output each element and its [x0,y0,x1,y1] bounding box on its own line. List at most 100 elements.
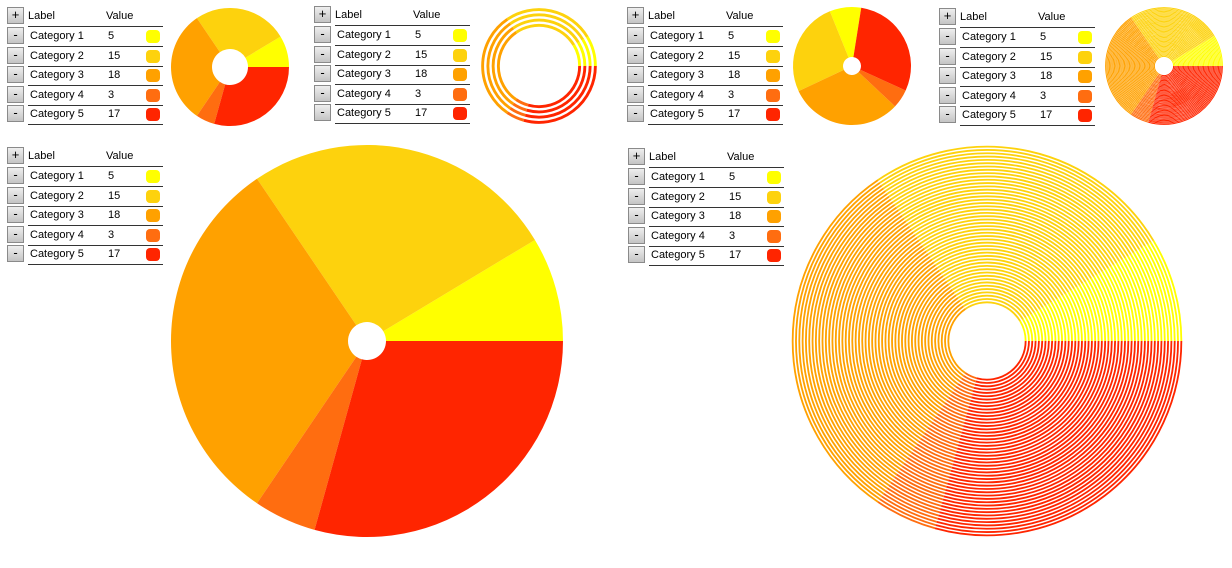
category-value[interactable]: 18 [728,69,741,81]
category-label[interactable]: Category 3 [650,69,704,81]
category-label[interactable]: Category 2 [337,48,391,61]
color-swatch[interactable] [453,107,467,120]
color-swatch[interactable] [453,29,467,42]
color-swatch[interactable] [767,249,781,262]
ring-slice[interactable] [1019,240,1183,342]
category-value[interactable]: 17 [108,248,121,260]
ring-slice[interactable] [934,340,1183,537]
color-swatch[interactable] [767,190,781,204]
remove-row-button[interactable]: - [314,104,331,121]
category-value[interactable]: 18 [108,209,121,221]
pie-slice[interactable] [257,145,535,332]
category-value[interactable]: 3 [415,87,422,100]
color-swatch[interactable] [767,210,781,223]
color-swatch[interactable] [453,68,467,81]
category-label[interactable]: Category 5 [651,249,705,261]
add-row-button[interactable]: + [7,147,24,164]
pie-slice[interactable] [314,341,563,537]
remove-row-button[interactable]: - [628,187,645,205]
category-value[interactable]: 3 [108,88,115,101]
remove-row-button[interactable]: - [939,28,956,45]
color-swatch[interactable] [146,209,160,222]
category-value[interactable]: 18 [415,68,428,80]
category-value[interactable]: 17 [729,249,742,261]
category-value[interactable]: 15 [108,189,121,202]
category-value[interactable]: 18 [108,69,121,81]
pie-slice[interactable] [798,69,896,125]
remove-row-button[interactable]: - [7,206,24,223]
pie-slice[interactable] [383,239,563,341]
category-value[interactable]: 17 [415,107,428,119]
ring-slice[interactable] [791,179,966,503]
category-label[interactable]: Category 1 [337,29,391,41]
ring-slice[interactable] [1105,17,1159,115]
remove-row-button[interactable]: - [7,167,24,184]
remove-row-button[interactable]: - [628,207,645,224]
category-value[interactable]: 5 [728,30,735,42]
category-value[interactable]: 18 [729,210,742,222]
pie-slice[interactable] [858,69,906,107]
category-value[interactable]: 15 [1040,50,1053,63]
ring-slice[interactable] [506,8,589,46]
remove-row-button[interactable]: - [939,86,956,104]
color-swatch[interactable] [146,170,160,183]
remove-row-button[interactable]: - [7,245,24,262]
category-label[interactable]: Category 4 [30,228,84,241]
category-label[interactable]: Category 2 [30,49,84,62]
category-value[interactable]: 3 [1040,89,1047,102]
category-value[interactable]: 15 [108,49,121,62]
category-label[interactable]: Category 1 [650,30,704,42]
category-value[interactable]: 15 [728,49,741,62]
ring-slice[interactable] [1130,7,1215,62]
category-value[interactable]: 5 [729,171,736,183]
category-value[interactable]: 5 [108,30,115,42]
color-swatch[interactable] [766,88,780,102]
remove-row-button[interactable]: - [314,65,331,82]
category-label[interactable]: Category 2 [30,189,84,202]
color-swatch[interactable] [766,49,780,63]
remove-row-button[interactable]: - [628,226,645,244]
category-value[interactable]: 3 [729,229,736,242]
remove-row-button[interactable]: - [7,225,24,243]
category-label[interactable]: Category 4 [30,88,84,101]
category-value[interactable]: 3 [108,228,115,241]
pie-slice[interactable] [853,7,911,91]
remove-row-button[interactable]: - [627,66,644,83]
remove-row-button[interactable]: - [7,66,24,83]
color-swatch[interactable] [1078,89,1092,103]
category-value[interactable]: 17 [728,108,741,120]
category-label[interactable]: Category 1 [651,171,705,183]
remove-row-button[interactable]: - [7,186,24,204]
ring-slice[interactable] [572,36,597,67]
color-swatch[interactable] [1078,109,1092,122]
add-row-button[interactable]: + [314,6,331,23]
color-swatch[interactable] [1078,31,1092,44]
pie-slice[interactable] [170,178,357,504]
ring-slice[interactable] [1171,35,1223,67]
category-label[interactable]: Category 1 [30,170,84,182]
pie-slice[interactable] [245,36,289,67]
color-swatch[interactable] [766,69,780,82]
category-value[interactable]: 5 [415,29,422,41]
category-value[interactable]: 15 [729,190,742,203]
color-swatch[interactable] [453,87,467,101]
category-label[interactable]: Category 3 [651,210,705,222]
color-swatch[interactable] [1078,50,1092,64]
ring-slice[interactable] [877,372,977,530]
color-swatch[interactable] [146,88,160,102]
pie-slice[interactable] [829,6,862,58]
category-label[interactable]: Category 2 [651,190,705,203]
category-label[interactable]: Category 2 [962,50,1016,63]
remove-row-button[interactable]: - [314,84,331,102]
category-label[interactable]: Category 5 [30,108,84,120]
category-label[interactable]: Category 4 [962,89,1016,102]
category-label[interactable]: Category 3 [337,68,391,80]
remove-row-button[interactable]: - [627,27,644,44]
ring-slice[interactable] [877,145,1155,322]
category-label[interactable]: Category 5 [962,109,1016,121]
color-swatch[interactable] [146,228,160,242]
category-value[interactable]: 5 [108,170,115,182]
category-label[interactable]: Category 3 [30,209,84,221]
color-swatch[interactable] [767,229,781,243]
pie-slice[interactable] [793,11,849,92]
